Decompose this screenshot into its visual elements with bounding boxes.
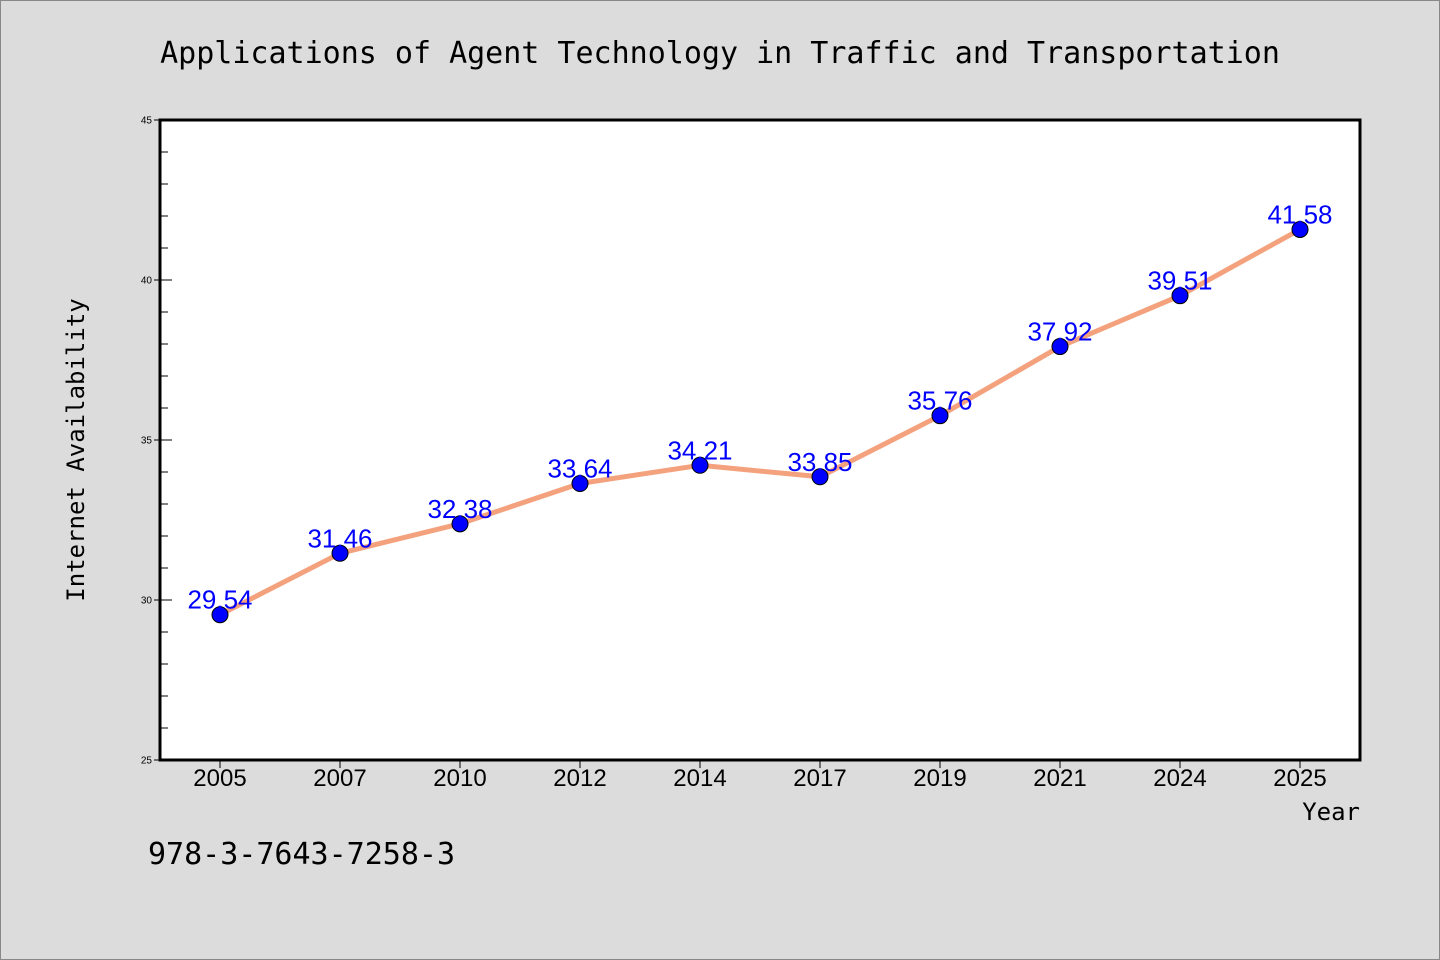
plot-area bbox=[160, 120, 1360, 760]
y-tick-label: 40 bbox=[141, 276, 153, 287]
data-label: 41.58 bbox=[1267, 199, 1332, 229]
data-point-marker bbox=[1051, 338, 1069, 356]
data-point-marker bbox=[211, 606, 229, 624]
x-tick-label: 2024 bbox=[1153, 765, 1206, 792]
data-point-marker bbox=[571, 475, 589, 493]
data-markers bbox=[211, 220, 1309, 624]
y-tick-label: 25 bbox=[141, 756, 153, 767]
data-label: 31.46 bbox=[307, 523, 372, 553]
footer-isbn: 978-3-7643-7258-3 bbox=[148, 837, 455, 872]
data-label: 32.38 bbox=[427, 494, 492, 524]
y-axis-title: Internet Availability bbox=[62, 298, 90, 601]
y-tick-label: 30 bbox=[141, 596, 153, 607]
data-labels: 29.54 31.46 32.38 33.64 34.21 33.85 35.76 37.92… bbox=[187, 199, 1332, 614]
x-tick-label: 2005 bbox=[193, 765, 246, 792]
data-label: 33.64 bbox=[547, 454, 612, 484]
x-tick-label: 2019 bbox=[913, 765, 966, 792]
data-point-marker bbox=[931, 407, 949, 425]
data-label: 33.85 bbox=[787, 447, 852, 477]
data-label: 34.21 bbox=[667, 435, 732, 465]
data-point-marker bbox=[331, 544, 349, 562]
x-tick-label: 2012 bbox=[553, 765, 606, 792]
y-tick-label: 45 bbox=[141, 116, 153, 127]
data-label: 29.54 bbox=[187, 585, 252, 615]
data-label: 37.92 bbox=[1027, 317, 1092, 347]
data-label: 35.76 bbox=[907, 386, 972, 416]
data-point-marker bbox=[451, 515, 469, 533]
data-point-marker bbox=[1171, 287, 1189, 305]
plot-border bbox=[158, 118, 1362, 762]
x-tick-label: 2021 bbox=[1033, 765, 1086, 792]
x-axis-ticks: 2005 2007 2010 2012 2014 2017 2019 2021 2024 2025 bbox=[193, 760, 1327, 792]
x-tick-label: 2017 bbox=[793, 765, 846, 792]
chart-title: Applications of Agent Technology in Traf… bbox=[160, 36, 1280, 71]
x-tick-label: 2014 bbox=[673, 765, 726, 792]
x-tick-label: 2010 bbox=[433, 765, 486, 792]
data-point-marker bbox=[811, 468, 829, 486]
x-tick-label: 2025 bbox=[1273, 765, 1326, 792]
data-point-marker bbox=[1291, 220, 1309, 238]
data-label: 39.51 bbox=[1147, 266, 1212, 296]
x-tick-label: 2007 bbox=[313, 765, 366, 792]
data-point-marker bbox=[691, 456, 709, 474]
y-tick-label: 35 bbox=[141, 436, 153, 447]
series-line bbox=[217, 226, 1303, 618]
x-axis-title: Year bbox=[1302, 798, 1360, 826]
